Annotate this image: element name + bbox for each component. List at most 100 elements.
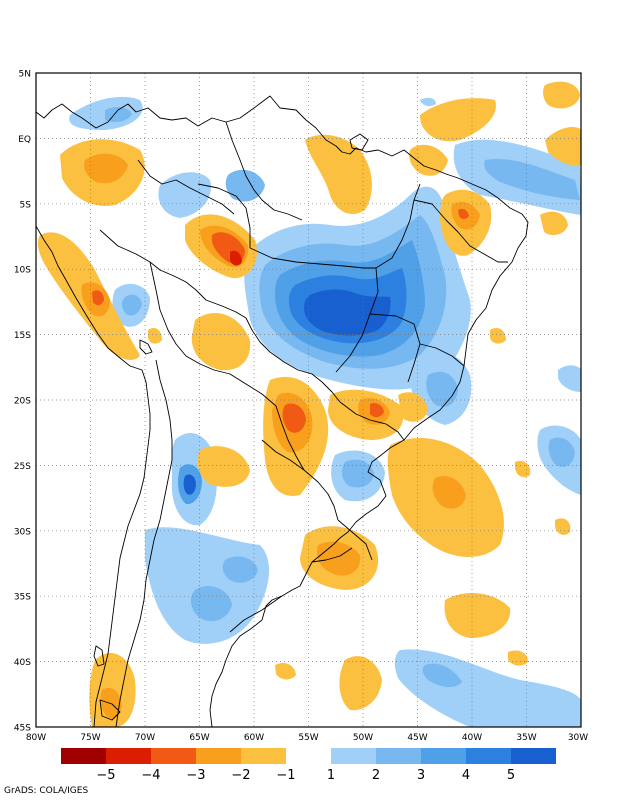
colorbar-swatch-pos-3	[421, 748, 466, 764]
lon-label: 80W	[26, 733, 46, 743]
orange-east-small-3	[555, 518, 571, 535]
orange-south-atl-l2	[432, 475, 466, 509]
border-brazil-internal-6	[413, 199, 508, 263]
colorbar-swatch-neg-5	[61, 748, 106, 764]
blue-pampa	[145, 527, 270, 644]
colorbar-swatch-neg-3	[151, 748, 196, 764]
orange-south-small	[275, 663, 296, 680]
blue-atl-1-l2	[548, 437, 575, 467]
lat-label: 25S	[14, 462, 31, 472]
border-brazil-internal-2	[335, 267, 379, 373]
orange-rondonia-l4	[230, 250, 242, 266]
blue-west-1-l2	[121, 294, 142, 316]
orange-bolivia	[191, 312, 251, 371]
lon-label: 55W	[298, 733, 318, 743]
lat-label: 30S	[14, 527, 31, 537]
blue-top-right	[420, 97, 436, 107]
lon-axis-labels: 80W 75W 70W 65W 60W 55W 50W 45W 40W 35W …	[26, 733, 588, 743]
blue-pampa-l3	[222, 556, 258, 583]
orange-east-small	[508, 650, 528, 666]
colorbar-swatch-neg-2	[196, 748, 241, 764]
negative-anomaly-regions	[37, 81, 581, 727]
blue-south-atl	[394, 649, 581, 727]
coastline-continent	[36, 95, 529, 727]
border-brazil-bolivia	[251, 329, 341, 403]
colorbar: −5 −4 −3 −2 −1 1 2 3 4 5	[61, 748, 556, 783]
lon-label: 35W	[516, 733, 536, 743]
lon-label: 50W	[353, 733, 373, 743]
border-brazil-mt	[197, 183, 251, 248]
orange-central-l3	[282, 403, 306, 433]
orange-atl-east	[540, 211, 568, 236]
orange-north-3	[545, 127, 581, 166]
colorbar-label: 3	[417, 768, 425, 783]
lat-axis-labels: 5N EQ 5S 10S 15S 20S 25S 30S 35S 40S 45S	[14, 70, 31, 734]
anomaly-shading	[37, 81, 581, 727]
orange-colombia-l2	[84, 153, 128, 184]
lat-label: 40S	[14, 658, 31, 668]
lake-titicaca	[139, 339, 153, 355]
blue-amazon-1	[158, 172, 211, 218]
colorbar-swatch-pos-2	[376, 748, 421, 764]
orange-patagonia-l2	[100, 687, 122, 719]
colorbar-label: −5	[96, 768, 115, 783]
orange-north-1	[420, 98, 496, 142]
border-brazil-internal-5	[339, 401, 405, 441]
colorbar-label: −3	[186, 768, 205, 783]
lat-label: 45S	[14, 724, 31, 734]
orange-sp-l3	[370, 402, 384, 418]
orange-east-brazil	[490, 328, 506, 344]
orange-paraguay	[197, 446, 250, 487]
grads-credit: GrADS: COLA/IGES	[4, 786, 89, 796]
colorbar-swatch-pos-5	[511, 748, 556, 764]
blue-south-1-l2	[341, 459, 374, 488]
blue-chaco-l3	[183, 474, 196, 495]
blue-brazil-l5	[304, 289, 391, 336]
colorbar-label: −2	[231, 768, 250, 783]
coastlines-borders	[36, 95, 529, 727]
orange-north-coast	[409, 144, 448, 176]
lat-label: 35S	[14, 593, 31, 603]
chiloe-island	[93, 645, 105, 667]
blue-amazon-2	[225, 169, 265, 202]
border-amazon-west	[99, 229, 253, 331]
orange-peru-l3	[92, 290, 104, 306]
border-chile-arg	[115, 359, 173, 727]
border-paraguay	[261, 439, 339, 521]
colorbar-label: −1	[276, 768, 295, 783]
lat-label: 20S	[14, 397, 31, 407]
blue-pampa-l2	[190, 585, 232, 622]
plot-frame	[35, 72, 582, 728]
orange-argentina-s	[339, 656, 382, 711]
colorbar-label: 1	[327, 768, 335, 783]
border-peru-bolivia	[149, 261, 305, 471]
orange-pantanal	[148, 328, 162, 344]
border-brazil-internal-7	[419, 343, 465, 367]
border-brazil-north	[225, 121, 303, 221]
lat-label: 5S	[20, 200, 32, 210]
blue-atl-2	[558, 365, 581, 392]
orange-amapa	[305, 134, 372, 215]
orange-east-small-2	[515, 460, 531, 478]
lon-label: 65W	[189, 733, 209, 743]
blue-south-atl-l2	[422, 663, 462, 688]
border-brazil-internal-4	[369, 313, 421, 383]
lon-label: 75W	[80, 733, 100, 743]
positive-anomaly-regions	[69, 96, 581, 727]
border-argentina-south	[229, 595, 283, 633]
blue-north-east-l2	[484, 159, 580, 200]
lon-label: 70W	[135, 733, 155, 743]
orange-north-2	[543, 81, 580, 109]
border-colombia-venezuela	[137, 159, 235, 215]
colorbar-label: 2	[372, 768, 380, 783]
lon-label: 30W	[568, 733, 588, 743]
lon-label: 45W	[407, 733, 427, 743]
lat-label: 15S	[14, 331, 31, 341]
lat-label: 5N	[19, 70, 31, 80]
colorbar-label: 5	[507, 768, 515, 783]
coastline-west	[36, 225, 151, 727]
colorbar-label: −4	[141, 768, 160, 783]
orange-coast-south	[398, 392, 428, 422]
lon-label: 60W	[244, 733, 264, 743]
